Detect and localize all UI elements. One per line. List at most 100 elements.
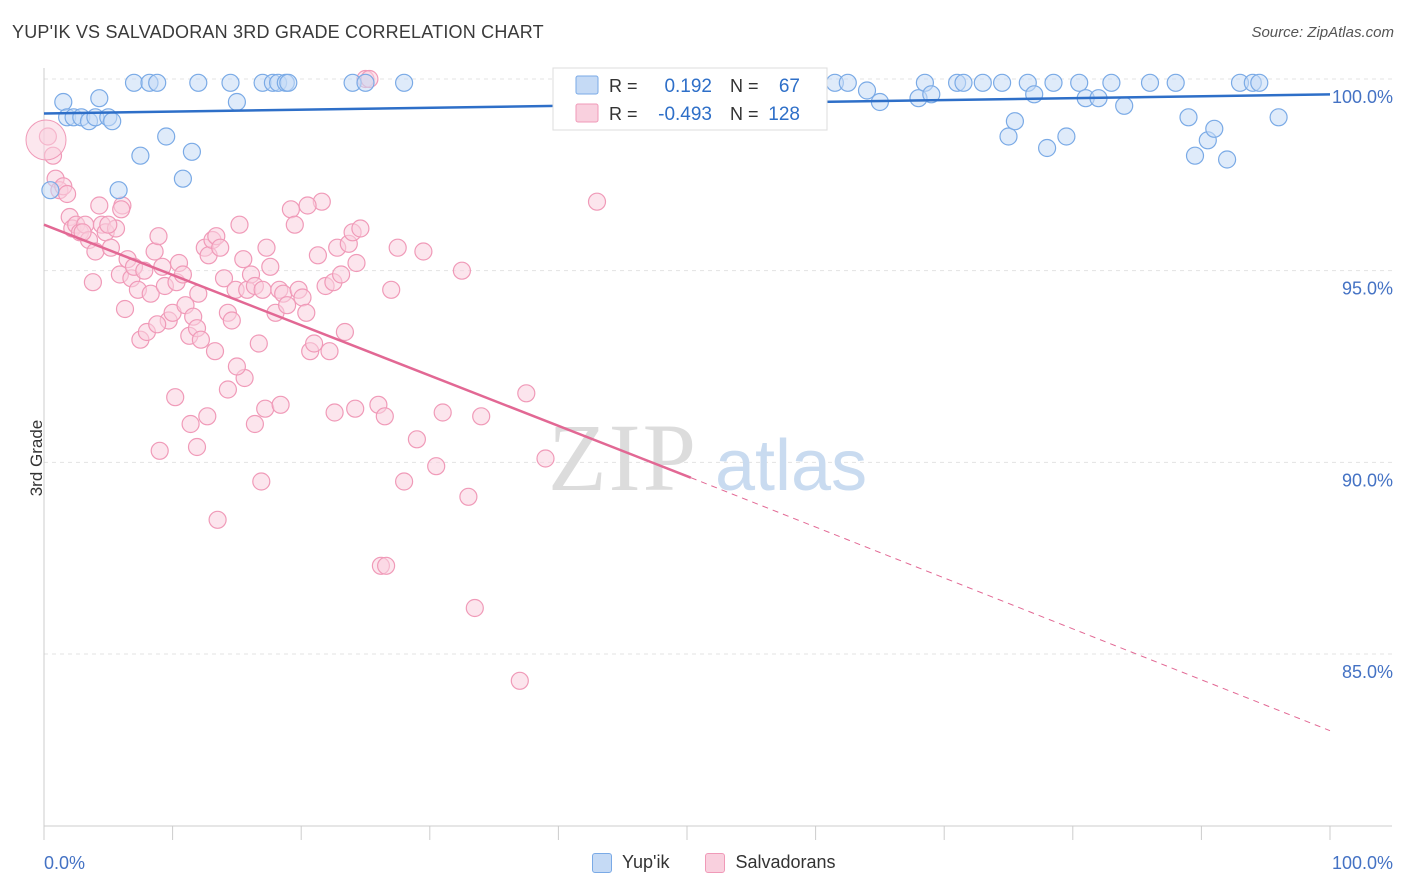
point-salvadorans	[214, 269, 234, 288]
y-tick-label: 100.0%	[1332, 87, 1393, 107]
point-salvadorans	[414, 242, 433, 261]
point-salvadorans	[510, 671, 529, 690]
legend-item-salvadorans: Salvadorans	[705, 852, 836, 873]
point-salvadorans	[191, 330, 210, 349]
point-salvadorans	[83, 273, 103, 292]
point-yupik	[148, 73, 167, 92]
point-yupik	[1025, 85, 1044, 104]
point-salvadorans	[230, 215, 249, 234]
watermark: ZIP atlas	[548, 404, 867, 511]
point-salvadorans	[261, 257, 280, 276]
point-salvadorans	[234, 250, 253, 269]
point-yupik	[124, 73, 144, 92]
point-salvadorans	[90, 196, 109, 215]
point-yupik	[1102, 73, 1121, 92]
point-salvadorans	[281, 200, 300, 219]
point-salvadorans	[145, 242, 164, 261]
legend-r-value-yupik: 0.192	[664, 76, 712, 97]
point-salvadorans	[382, 280, 401, 299]
point-yupik	[1250, 73, 1269, 92]
grid-lines	[44, 78, 1392, 655]
y-tick-label: 90.0%	[1342, 470, 1393, 490]
point-yupik	[1205, 119, 1224, 138]
watermark-atlas: atlas	[715, 426, 867, 506]
point-salvadorans	[187, 437, 207, 457]
point-yupik	[90, 89, 109, 108]
point-yupik	[109, 181, 128, 200]
point-salvadorans	[257, 238, 276, 257]
point-yupik	[999, 127, 1018, 146]
point-yupik	[922, 85, 941, 104]
point-salvadorans	[407, 430, 426, 449]
legend-n-value-yupik: 67	[779, 76, 800, 97]
tick-labels: 100.0% 95.0% 90.0% 85.0% 0.0% 100.0%	[44, 87, 1393, 873]
chart-title: YUP'IK VS SALVADORAN 3RD GRADE CORRELATI…	[12, 22, 544, 42]
point-salvadorans	[285, 215, 304, 234]
point-salvadorans	[278, 296, 297, 315]
y-tick-label: 85.0%	[1342, 662, 1393, 682]
point-salvadorans	[332, 265, 351, 284]
point-yupik	[221, 73, 240, 92]
point-salvadorans	[271, 395, 290, 414]
point-salvadorans	[587, 192, 607, 211]
point-salvadorans	[150, 441, 169, 460]
legend-n-value-salvadorans: 128	[768, 104, 800, 125]
point-salvadorans	[141, 284, 160, 303]
point-salvadorans	[346, 399, 365, 418]
point-yupik	[992, 73, 1012, 92]
point-salvadorans	[452, 261, 471, 280]
legend-item-yupik: Yup'ik	[592, 852, 669, 873]
trend-line-salvadorans-extension	[690, 477, 1331, 732]
legend-swatch-yupik	[575, 75, 599, 95]
point-yupik	[41, 181, 60, 200]
point-salvadorans	[252, 472, 271, 491]
legend-r-label-salvadorans: R =	[609, 104, 638, 124]
point-salvadorans	[293, 288, 312, 307]
point-yupik	[838, 73, 857, 92]
point-salvadorans	[517, 384, 536, 403]
point-salvadorans	[181, 414, 200, 434]
point-yupik	[1179, 108, 1198, 127]
watermark-zip: ZIP	[548, 404, 698, 511]
point-salvadorans	[465, 598, 484, 618]
point-salvadorans	[115, 299, 135, 319]
point-salvadorans	[298, 196, 317, 215]
legend-swatch-salvadorans-bottom	[705, 852, 726, 873]
point-salvadorans	[166, 388, 185, 407]
point-yupik	[1044, 73, 1063, 92]
source-credit: Source: ZipAtlas.com	[1251, 24, 1394, 41]
point-yupik	[103, 112, 122, 131]
legend-n-label-yupik: N =	[730, 76, 759, 96]
point-yupik	[173, 169, 192, 188]
point-salvadorans	[253, 280, 272, 299]
point-salvadorans	[377, 556, 396, 575]
point-salvadorans	[222, 311, 241, 330]
point-yupik	[1140, 73, 1160, 92]
legend-swatch-yupik-bottom	[592, 852, 612, 873]
point-yupik	[157, 127, 176, 146]
point-salvadorans	[218, 380, 237, 399]
point-salvadorans	[395, 472, 414, 491]
point-salvadorans	[427, 457, 446, 476]
point-salvadorans	[245, 414, 264, 434]
point-yupik	[973, 73, 992, 92]
point-yupik	[54, 92, 73, 112]
point-salvadorans	[472, 407, 491, 426]
point-yupik	[1057, 127, 1076, 146]
point-yupik	[1217, 150, 1237, 169]
point-salvadorans	[57, 184, 77, 204]
point-yupik	[1037, 138, 1057, 158]
point-yupik	[356, 73, 375, 92]
point-salvadorans	[227, 357, 246, 376]
point-salvadorans	[256, 399, 275, 418]
point-salvadorans	[459, 487, 478, 506]
point-yupik	[131, 146, 150, 165]
y-tick-label: 95.0%	[1342, 279, 1393, 299]
point-salvadorans	[208, 510, 227, 529]
trend-line-salvadorans	[43, 223, 692, 479]
point-salvadorans	[149, 227, 168, 246]
legend-r-value-salvadorans: -0.493	[658, 104, 712, 125]
point-salvadorans-large	[25, 119, 67, 161]
legend-n-label-salvadorans: N =	[730, 104, 759, 124]
